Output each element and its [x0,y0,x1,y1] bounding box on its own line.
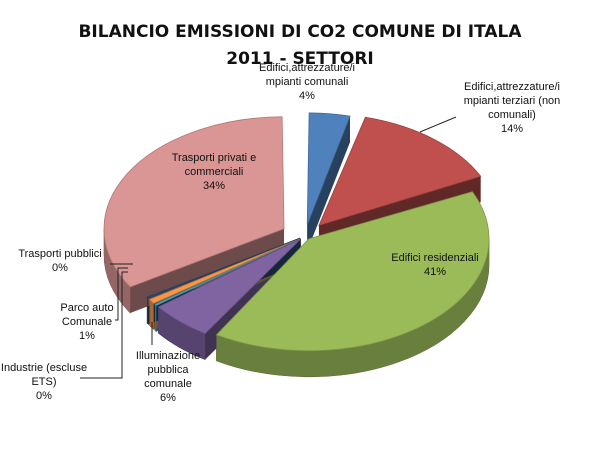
slice-face [307,116,351,251]
chart-subtitle: 2011 - SETTORI [226,49,374,69]
slice-value-label: 0% [52,262,68,274]
chart-title: BILANCIO EMISSIONI DI CO2 COMUNE DI ITAL… [78,22,522,42]
slice-front-wall [158,306,206,360]
slice-name-label: Edifici residenziali [391,252,478,264]
slice-label-4: Industrie (escluse ETS) 0% [1,362,87,402]
slice-name-label: Edifici,attrezzature/i [464,81,560,93]
slice-name-label: Industrie (escluse [1,362,87,374]
slice-labels: Edifici,attrezzature/i mpianti comunali 4%… [1,62,560,404]
leader-line [419,116,457,133]
slice-label-5: Parco auto Comunale 1% [60,302,113,342]
slice-name-label: comunale [144,378,192,390]
pie-tops [103,112,490,352]
slice-name-label: Edifici,attrezzature/i [259,62,355,74]
slice-value-label: 6% [160,392,176,404]
slice-name-label: mpianti terziari (non [464,95,561,107]
slice-4 [154,237,301,306]
slice-label-1: Edifici,attrezzature/i mpianti terziari (… [464,81,561,135]
slice-name-label: ETS) [31,376,56,388]
slice-0 [306,112,351,226]
slice-label-6: Trasporti pubblici 0% [18,248,101,274]
slice-name-label: Trasporti privati e [172,152,257,164]
slice-name-label: Trasporti pubblici [18,248,101,260]
slice-value-label: 4% [299,90,315,102]
slice-label-2: Edifici residenziali 41% [391,252,478,278]
slice-2 [215,191,490,352]
slice-5 [148,237,301,304]
slice-front-wall [216,238,490,377]
slice-front-wall [149,299,154,330]
slice-name-label: Illuminazione [136,350,200,362]
slice-3 [157,238,302,335]
slice-name-label: comunali) [488,109,536,121]
slice-6 [146,237,301,299]
slice-front-wall [154,304,157,332]
slice-name-label: pubblica [148,364,190,376]
slice-name-label: Comunale [62,316,112,328]
slice-value-label: 14% [501,123,523,135]
slice-value-label: 0% [36,390,52,402]
leader-line [80,271,128,379]
slice-1 [318,116,482,227]
slice-label-7: Trasporti privati e commerciali 34% [172,152,257,192]
slice-name-label: commerciali [185,166,244,178]
slice-value-label: 41% [424,266,446,278]
slice-value-label: 1% [79,330,95,342]
slice-front-wall [147,297,149,325]
slice-7 [103,116,285,288]
slice-label-3: Illuminazione pubblica comunale 6% [136,350,200,404]
slice-value-label: 34% [203,180,225,192]
slice-name-label: Parco auto [60,302,113,314]
leader-line [115,267,128,321]
slice-name-label: mpianti comunali [266,76,349,88]
slice-label-0: Edifici,attrezzature/i mpianti comunali 4% [259,62,355,102]
